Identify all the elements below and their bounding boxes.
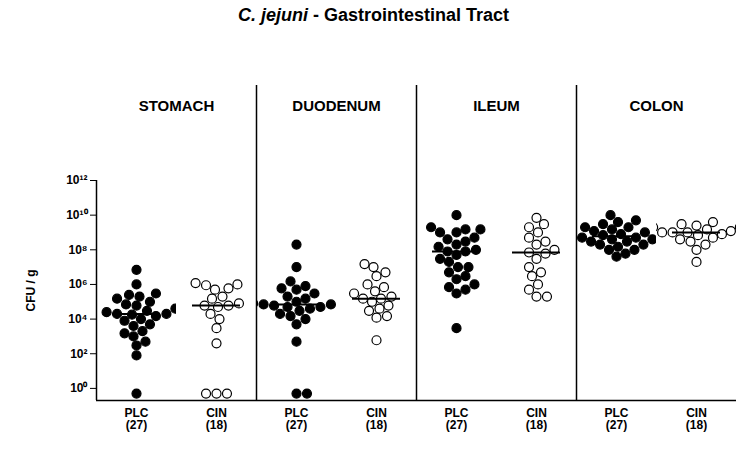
svg-text:10⁸: 10⁸ — [68, 243, 87, 257]
svg-text:COLON: COLON — [629, 97, 683, 114]
svg-text:DUODENUM: DUODENUM — [292, 97, 380, 114]
svg-text:PLC(27): PLC(27) — [605, 406, 629, 432]
svg-text:CFU / g: CFU / g — [24, 270, 38, 312]
html-text:C. jejuni - Gastrointestinal T: C. jejuni - Gastrointestinal Tract — [238, 5, 509, 25]
svg-text:STOMACH: STOMACH — [139, 97, 215, 114]
svg-text:10¹²: 10¹² — [66, 173, 87, 187]
svg-text:PLC(27): PLC(27) — [125, 406, 149, 432]
svg-text:10¹⁰: 10¹⁰ — [66, 208, 88, 222]
svg-text:PLC(27): PLC(27) — [285, 406, 309, 432]
svg-text:CIN(18): CIN(18) — [366, 406, 387, 432]
svg-text:PLC(27): PLC(27) — [445, 406, 469, 432]
svg-text:CIN(18): CIN(18) — [206, 406, 227, 432]
svg-text:10⁰: 10⁰ — [70, 381, 88, 395]
svg-text:10⁴: 10⁴ — [68, 312, 87, 326]
svg-text:10²: 10² — [70, 347, 87, 361]
svg-text:CIN(18): CIN(18) — [526, 406, 547, 432]
svg-text:CIN(18): CIN(18) — [686, 406, 707, 432]
svg-text:10⁶: 10⁶ — [69, 277, 88, 291]
svg-text:ILEUM: ILEUM — [473, 97, 520, 114]
